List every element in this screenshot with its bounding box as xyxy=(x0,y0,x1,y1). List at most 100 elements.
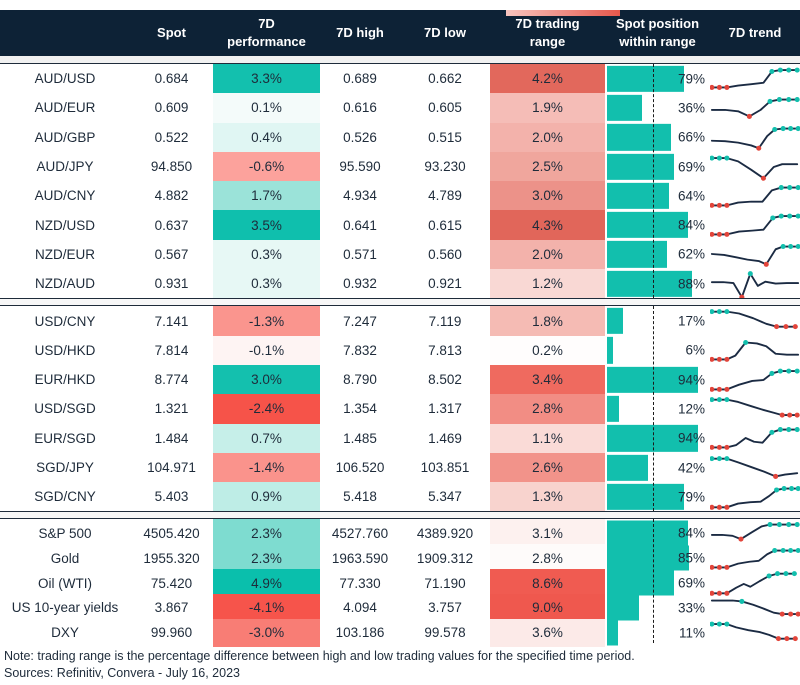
row-label: EUR/SGD xyxy=(34,430,96,446)
spark-red-dot xyxy=(779,611,785,617)
spark-teal-dot xyxy=(770,215,776,221)
spot-position-cell: 33% xyxy=(605,594,710,622)
performance-cell: 0.3% xyxy=(213,269,320,299)
sparkline-chart xyxy=(710,368,800,392)
spark-teal-dot xyxy=(786,67,792,73)
row-label: DXY xyxy=(51,625,79,641)
spark-red-dot xyxy=(724,84,730,90)
spark-teal-dot xyxy=(710,621,715,627)
spark-teal-dot xyxy=(780,244,786,250)
sparkline-chart xyxy=(710,571,797,596)
spot-position-cell: 94% xyxy=(605,424,710,453)
spot-position-cell: 85% xyxy=(605,544,710,572)
high-value: 7.832 xyxy=(343,342,377,358)
column-header-7d-low: 7D low xyxy=(424,25,466,41)
row-label: Gold xyxy=(50,550,80,566)
position-percent-label: 94% xyxy=(677,430,705,446)
table-section-3: S&P 500 4505.420 2.3% 4527.760 4389.920 3.1% 8… xyxy=(0,519,800,647)
trading-range-cell: 3.6% xyxy=(490,618,605,647)
column-header-spot: Spot xyxy=(157,25,186,41)
performance-cell: -2.4% xyxy=(213,394,320,424)
spot-position-cell: 64% xyxy=(605,181,710,210)
spark-teal-dot xyxy=(710,155,715,161)
spark-teal-dot xyxy=(777,427,783,433)
low-value: 7.813 xyxy=(428,342,462,358)
performance-cell: 3.0% xyxy=(213,364,320,395)
position-bar xyxy=(607,570,674,596)
position-bar xyxy=(607,366,699,393)
spark-teal-dot xyxy=(724,309,730,315)
spark-red-dot xyxy=(788,611,794,617)
trend-sparkline xyxy=(710,240,800,269)
table-row: AUD/JPY 94.850 -0.6% 95.590 93.230 2.5% 69% xyxy=(0,151,800,182)
position-percent-label: 64% xyxy=(677,188,705,204)
position-bar xyxy=(607,545,690,571)
spark-red-dot xyxy=(710,202,715,208)
spark-red-dot xyxy=(724,504,730,510)
spot-value: 0.567 xyxy=(154,246,189,262)
spark-teal-dot xyxy=(716,621,722,627)
spark-teal-dot xyxy=(772,548,778,554)
spark-teal-dot xyxy=(787,213,793,219)
sparkline-chart xyxy=(710,155,799,181)
spot-value: 5.403 xyxy=(154,489,189,505)
spot-value: 1.321 xyxy=(154,401,189,417)
spark-teal-dot xyxy=(778,213,784,219)
position-percent-label: 12% xyxy=(677,401,705,417)
low-value: 0.921 xyxy=(428,276,462,292)
high-value: 8.790 xyxy=(343,372,377,388)
row-label: USD/HKD xyxy=(34,342,96,358)
spark-red-dot xyxy=(716,445,722,451)
spot-position-cell: 42% xyxy=(605,453,710,482)
spot-value: 99.960 xyxy=(150,625,193,641)
spark-teal-dot xyxy=(739,598,745,604)
spot-value: 0.637 xyxy=(154,217,189,233)
spark-teal-dot xyxy=(780,126,786,132)
high-value: 1.485 xyxy=(343,430,377,446)
row-label: AUD/GBP xyxy=(34,129,96,145)
high-value: 1.354 xyxy=(343,401,377,417)
spot-position-cell: 69% xyxy=(605,569,710,597)
spark-teal-dot xyxy=(778,184,784,190)
trend-sparkline xyxy=(710,152,800,181)
trend-sparkline xyxy=(710,64,800,93)
low-value: 8.502 xyxy=(428,372,462,388)
trading-range-cell: 4.2% xyxy=(490,64,605,94)
position-percent-label: 94% xyxy=(677,372,705,388)
trend-sparkline xyxy=(710,269,800,298)
position-percent-label: 79% xyxy=(677,489,705,505)
spark-teal-dot xyxy=(794,96,800,103)
table-row: NZD/EUR 0.567 0.3% 0.571 0.560 2.0% 62% xyxy=(0,239,800,270)
spot-position-cell: 84% xyxy=(605,210,710,239)
performance-cell: -3.0% xyxy=(213,618,320,647)
trend-sparkline xyxy=(710,594,800,622)
performance-cell: 0.3% xyxy=(213,239,320,270)
trading-range-cell: 3.4% xyxy=(490,364,605,395)
note-text: Note: trading range is the percentage di… xyxy=(4,649,635,664)
fifty-percent-dashed-line xyxy=(653,519,654,644)
low-value: 0.560 xyxy=(428,246,462,262)
spark-teal-dot xyxy=(794,427,800,433)
spark-teal-dot xyxy=(777,368,783,374)
fx-rates-report: { "colors": { "header_bg": "#0D2236", "h… xyxy=(0,10,800,685)
spark-teal-dot xyxy=(794,368,800,374)
table-row: AUD/EUR 0.609 0.1% 0.616 0.605 1.9% 36% xyxy=(0,93,800,123)
high-value: 0.641 xyxy=(343,217,377,233)
footer: Note: trading range is the percentage di… xyxy=(4,648,800,682)
trading-range-cell: 2.6% xyxy=(490,452,605,483)
trading-range-cell: 1.3% xyxy=(490,482,605,512)
high-value: 1963.590 xyxy=(331,550,389,566)
spot-position-cell: 69% xyxy=(605,152,710,181)
trading-range-cell: 8.6% xyxy=(490,569,605,598)
trading-range-cell: 1.8% xyxy=(490,306,605,336)
spark-red-dot xyxy=(783,324,789,330)
sparkline-chart xyxy=(710,270,800,298)
spark-red-dot xyxy=(724,565,730,571)
table-row: SGD/CNY 5.403 0.9% 5.418 5.347 1.3% 79% xyxy=(0,482,800,512)
spark-red-dot xyxy=(716,202,722,208)
column-header-7d-high: 7D high xyxy=(336,25,384,41)
spark-red-dot xyxy=(774,324,780,330)
spark-teal-dot xyxy=(791,571,797,577)
spark-teal-dot xyxy=(777,67,783,73)
spark-teal-dot xyxy=(774,487,780,493)
